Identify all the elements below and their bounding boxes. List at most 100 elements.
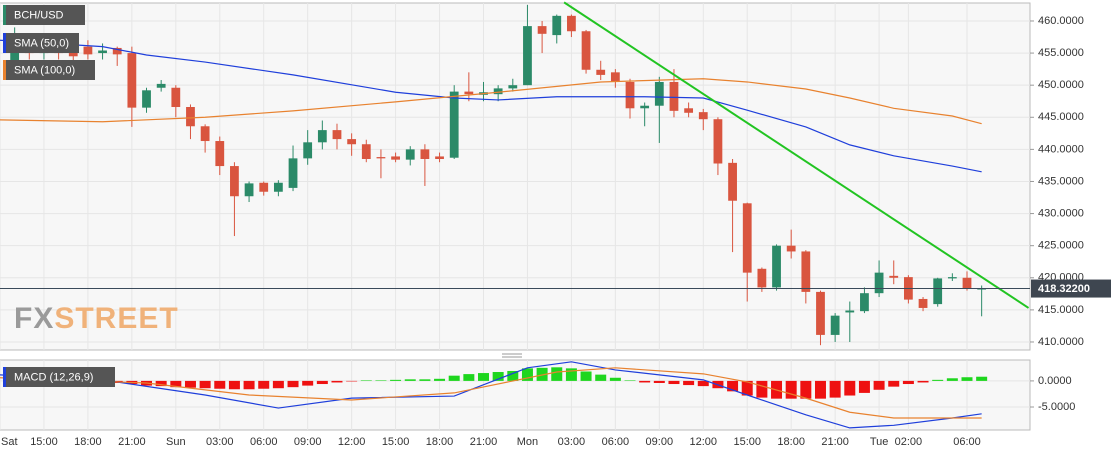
macd-bar (902, 380, 914, 385)
x-tick-label: Mon (517, 436, 538, 448)
x-tick-label: 15:00 (733, 436, 761, 448)
watermark-prefix: FX (14, 302, 54, 335)
x-tick-label: 21:00 (118, 436, 146, 448)
macd-bar (727, 380, 739, 392)
candle-body (977, 288, 987, 290)
candle-body (303, 142, 313, 159)
legend-swatch (3, 33, 6, 53)
x-tick-label: 12:00 (338, 436, 366, 448)
macd-bar (565, 368, 577, 381)
candle-body (244, 183, 254, 197)
y-tick-label: 410.0000 (1038, 336, 1084, 348)
candle-body (757, 268, 767, 288)
macd-bar (360, 380, 372, 381)
macd-bar (858, 380, 870, 393)
candle-body (508, 85, 518, 89)
candle-body (215, 141, 225, 167)
macd-pane (0, 359, 1031, 431)
x-tick-label: 06:00 (602, 436, 630, 448)
x-tick-label: 15:00 (30, 436, 58, 448)
x-tick-label: 21:00 (470, 436, 498, 448)
macd-bar (624, 380, 636, 381)
price-pane (0, 2, 1031, 351)
candle-body (127, 53, 137, 108)
legend-swatch (3, 367, 6, 387)
marks-layer: 410.0000415.0000420.0000425.0000430.0000… (0, 1, 1111, 448)
candle-body (610, 72, 620, 82)
candle-body (347, 139, 357, 145)
candle-body (449, 91, 459, 158)
macd-bar (653, 380, 665, 383)
candle-body (10, 33, 20, 73)
macd-bar (228, 380, 240, 390)
candle-body (816, 291, 825, 335)
candle-body (947, 277, 957, 279)
candle-body (186, 107, 195, 127)
macd-bar (419, 379, 431, 381)
macd-bar (595, 374, 607, 381)
legend-swatch (3, 60, 6, 80)
macd-bar (741, 380, 753, 396)
candle-body (962, 277, 972, 289)
x-tick-label: 21:00 (821, 436, 849, 448)
macd-bar (243, 380, 255, 390)
y-tick-label: 455.0000 (1038, 47, 1084, 59)
watermark: FXSTREET (14, 302, 179, 335)
y-tick-label: 415.0000 (1038, 304, 1084, 316)
macd-bar (551, 367, 563, 381)
macd-bar (478, 373, 489, 381)
x-tick-label: 03:00 (558, 436, 586, 448)
macd-bar (536, 367, 548, 381)
macd-bar (873, 380, 885, 390)
macd-bar (492, 372, 504, 381)
macd-bar (448, 375, 460, 381)
macd-bar (155, 380, 167, 387)
macd-line (0, 361, 982, 429)
macd-bar (258, 380, 270, 389)
y-tick-label: 425.0000 (1038, 240, 1084, 252)
candle-body (918, 298, 928, 308)
macd-bar (697, 380, 709, 387)
y-tick-label: 430.0000 (1038, 207, 1084, 219)
macd-bar (463, 374, 475, 381)
candle-body (786, 245, 796, 252)
macd-bar (814, 380, 826, 399)
candle-body (552, 15, 562, 36)
candle-body (420, 149, 430, 160)
last-price-label: 418.32200 (1038, 283, 1090, 295)
watermark-suffix: STREET (54, 302, 178, 335)
macd-bar (184, 380, 196, 388)
trendline (563, 1, 1030, 309)
y-tick-label: 450.0000 (1038, 79, 1084, 91)
macd-bar (785, 380, 797, 399)
macd-bar (844, 380, 856, 396)
macd-bar (404, 379, 416, 381)
candle-body (830, 315, 840, 335)
macd-bar (390, 379, 402, 381)
macd-bar (756, 380, 768, 398)
macd-bar (888, 380, 900, 387)
macd-bar (946, 378, 958, 381)
macd-line (0, 367, 982, 419)
x-tick-label: 15:00 (382, 436, 410, 448)
macd-bar (609, 377, 621, 381)
macd-bar (434, 378, 446, 381)
candle-body (713, 119, 723, 164)
candle-body (68, 49, 78, 57)
x-tick-label: 18:00 (74, 436, 102, 448)
candle-body (83, 46, 93, 55)
candle-body (684, 108, 694, 113)
candle-body (317, 130, 327, 143)
candle-body (537, 26, 547, 34)
candle-body (376, 157, 386, 159)
candle-body (259, 182, 269, 192)
pane-handle (502, 353, 522, 358)
x-tick-label: Sun (166, 436, 186, 448)
x-tick-label: Tue (870, 436, 889, 448)
x-tick-label: 02:00 (895, 436, 923, 448)
legend-box (3, 367, 115, 387)
candle-body (801, 251, 811, 292)
legend-label: SMA (50,0) (14, 37, 69, 49)
candle-body (405, 149, 415, 160)
candle-body (288, 158, 298, 188)
